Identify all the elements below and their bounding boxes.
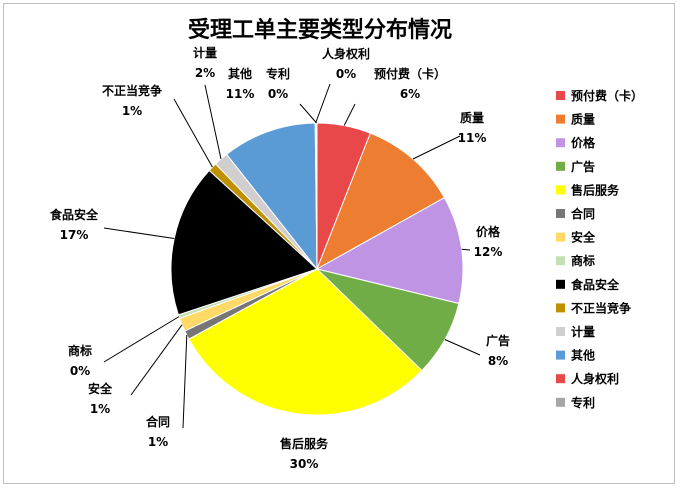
data-label-name-6: 合同 bbox=[146, 414, 170, 429]
leader-line-10 bbox=[173, 98, 213, 168]
data-label-value-1: 6% bbox=[400, 87, 420, 101]
data-label-value-8: 0% bbox=[70, 364, 90, 378]
data-label-name-2: 质量 bbox=[460, 110, 484, 125]
leader-line-9 bbox=[103, 227, 175, 239]
data-label-value-7: 1% bbox=[90, 402, 110, 416]
data-labels: 预付费（卡） 6% 质量 11% 价格 12% 广告 8% 售后服务 30% 合同 1% 安全 1% 商标 0… bbox=[49, 45, 510, 471]
legend-swatch-5 bbox=[556, 185, 565, 195]
data-label-value-12: 11% bbox=[226, 87, 255, 101]
legend-swatch-13 bbox=[556, 374, 565, 384]
leader-line-2 bbox=[412, 135, 461, 160]
legend-swatch-10 bbox=[556, 303, 565, 313]
chart-title: 受理工单主要类型分布情况 bbox=[187, 18, 452, 43]
data-label-name-3: 价格 bbox=[476, 224, 501, 239]
legend-label-5: 售后服务 bbox=[571, 182, 620, 197]
data-label-value-6: 1% bbox=[148, 435, 168, 449]
legend-swatch-4 bbox=[556, 161, 565, 171]
leader-line-8 bbox=[103, 316, 180, 363]
legend-label-12: 其他 bbox=[571, 348, 595, 363]
pie-slice-3 bbox=[315, 197, 464, 305]
legend-label-1: 预付费（卡） bbox=[571, 88, 643, 103]
legend-label-13: 人身权利 bbox=[571, 371, 619, 386]
data-label-name-1: 预付费（卡） bbox=[374, 66, 446, 81]
legend-swatch-3 bbox=[556, 138, 565, 148]
legend-label-10: 不正当竞争 bbox=[571, 300, 631, 315]
leader-line-6 bbox=[182, 335, 188, 429]
data-label-name-13: 人身权利 bbox=[322, 46, 370, 61]
legend-swatch-7 bbox=[556, 232, 565, 242]
leader-line-14 bbox=[299, 103, 317, 124]
data-label-value-14: 0% bbox=[268, 87, 288, 101]
data-label-value-5: 30% bbox=[290, 457, 319, 471]
legend-label-8: 商标 bbox=[571, 253, 595, 268]
legend: 预付费（卡） 质量价格广告售后服务合同安全商标食品安全不正当竞争计量其他人身权利专… bbox=[556, 88, 643, 410]
legend-swatch-6 bbox=[556, 209, 565, 218]
leader-line-3 bbox=[461, 248, 471, 251]
pie-slice-5 bbox=[188, 268, 423, 416]
legend-label-3: 价格 bbox=[571, 135, 596, 150]
legend-swatch-2 bbox=[556, 114, 565, 124]
legend-swatch-14 bbox=[556, 397, 565, 407]
data-label-name-11: 计量 bbox=[193, 45, 217, 60]
data-label-name-10: 不正当竞争 bbox=[102, 83, 162, 98]
legend-label-7: 安全 bbox=[571, 230, 596, 245]
data-label-name-8: 商标 bbox=[68, 343, 92, 358]
legend-label-2: 质量 bbox=[571, 112, 595, 127]
data-label-value-2: 11% bbox=[458, 131, 487, 145]
data-label-name-5: 售后服务 bbox=[280, 436, 329, 451]
legend-label-6: 合同 bbox=[571, 206, 595, 221]
legend-swatch-1 bbox=[556, 91, 565, 100]
pie-slices bbox=[170, 122, 464, 416]
data-label-value-4: 8% bbox=[488, 354, 508, 368]
data-label-name-12: 其他 bbox=[228, 66, 252, 81]
data-label-value-9: 17% bbox=[60, 228, 89, 242]
leader-line-11 bbox=[204, 84, 222, 160]
legend-label-11: 计量 bbox=[571, 324, 595, 339]
leader-line-13 bbox=[315, 83, 331, 124]
data-label-name-4: 广告 bbox=[486, 333, 510, 348]
legend-swatch-8 bbox=[556, 256, 565, 266]
data-label-name-9: 食品安全 bbox=[49, 207, 99, 222]
leader-lines bbox=[103, 83, 481, 429]
legend-label-9: 食品安全 bbox=[570, 277, 620, 292]
data-label-name-14: 专利 bbox=[266, 66, 290, 81]
data-label-value-3: 12% bbox=[474, 245, 503, 259]
legend-label-4: 广告 bbox=[571, 159, 595, 174]
legend-swatch-12 bbox=[556, 350, 565, 360]
data-label-value-10: 1% bbox=[122, 104, 142, 118]
data-label-value-11: 2% bbox=[195, 66, 215, 80]
legend-swatch-9 bbox=[556, 279, 565, 289]
leader-line-4 bbox=[444, 339, 481, 356]
leader-line-1 bbox=[343, 103, 356, 126]
legend-swatch-11 bbox=[556, 327, 565, 336]
leader-line-7 bbox=[130, 324, 183, 396]
data-label-value-13: 0% bbox=[336, 67, 356, 81]
pie-slice-12 bbox=[225, 122, 318, 271]
pie-slice-2 bbox=[316, 132, 446, 271]
legend-label-14: 专利 bbox=[571, 395, 595, 410]
data-label-name-7: 安全 bbox=[88, 381, 113, 396]
